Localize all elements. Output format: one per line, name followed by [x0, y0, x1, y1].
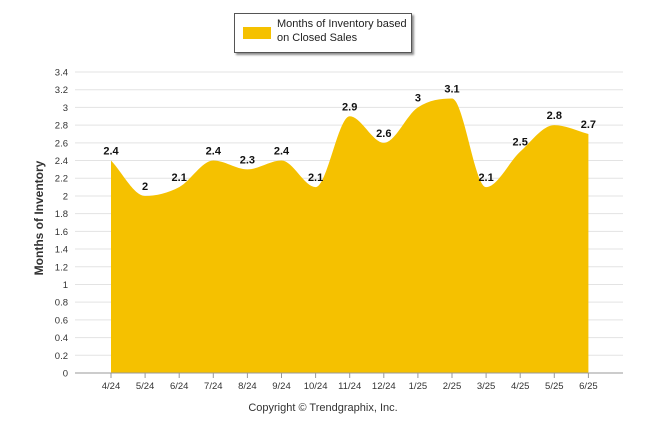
x-tick-label: 10/24 [304, 381, 328, 392]
legend-label: Months of Inventory based on Closed Sale… [277, 18, 407, 44]
y-tick-label: 0.4 [55, 333, 68, 344]
x-tick-label: 5/25 [545, 381, 564, 392]
data-label: 2.1 [478, 172, 493, 184]
x-tick-label: 9/24 [272, 381, 291, 392]
y-tick-label: 2.4 [55, 156, 68, 167]
legend-swatch [243, 27, 271, 39]
x-tick-label: 5/24 [136, 381, 155, 392]
data-label: 3.1 [444, 84, 459, 96]
series-area [111, 98, 589, 373]
y-tick-label: 1.2 [55, 262, 68, 273]
x-axis-ticks: 4/24 5/24 6/24 7/24 8/24 9/24 10/24 11/24 12/24 1… [102, 373, 598, 392]
y-tick-label: 1.6 [55, 227, 68, 238]
copyright-footer: Copyright © Trendgraphix, Inc. [248, 402, 398, 414]
y-tick-label: 2.6 [55, 138, 68, 149]
x-tick-label: 1/25 [409, 381, 428, 392]
y-tick-label: 2 [63, 191, 68, 202]
y-tick-label: 2.8 [55, 121, 68, 132]
x-tick-label: 6/24 [170, 381, 189, 392]
y-tick-label: 3.2 [55, 85, 68, 96]
data-label: 2.3 [240, 154, 255, 166]
data-label: 2.1 [308, 172, 323, 184]
data-label: 2.5 [513, 137, 528, 149]
data-label: 2 [142, 181, 148, 193]
x-tick-label: 11/24 [338, 381, 361, 392]
y-tick-label: 3 [63, 103, 68, 114]
y-tick-label: 0.6 [55, 315, 68, 326]
y-tick-label: 3.4 [55, 68, 68, 79]
y-tick-label: 0.2 [55, 351, 68, 362]
data-label: 2.1 [172, 172, 187, 184]
legend: Months of Inventory based on Closed Sale… [234, 13, 412, 53]
x-tick-label: 3/25 [477, 381, 496, 392]
data-labels: 2.4 2 2.1 2.4 2.3 2.4 2.1 2.9 2.6 3 3.1 2.1 2.5 2.8 2.… [103, 84, 596, 193]
x-tick-label: 4/25 [511, 381, 530, 392]
data-label: 2.4 [103, 146, 119, 158]
x-tick-label: 4/24 [102, 381, 121, 392]
y-axis-ticks: 0 0.2 0.4 0.6 0.8 1 1.2 1.4 1.6 1.8 2 2.2 2.4 2.6 2.8 3… [55, 68, 68, 380]
y-tick-label: 0.8 [55, 298, 68, 309]
y-tick-label: 1.4 [55, 245, 68, 256]
x-tick-label: 7/24 [204, 381, 223, 392]
y-tick-label: 1 [63, 280, 68, 291]
data-label: 2.4 [206, 146, 222, 158]
x-tick-label: 12/24 [372, 381, 396, 392]
data-label: 2.9 [342, 101, 357, 113]
y-axis-title: Months of Inventory [32, 160, 46, 276]
x-tick-label: 2/25 [443, 381, 462, 392]
x-tick-label: 6/25 [579, 381, 598, 392]
data-label: 2.6 [376, 128, 391, 140]
y-tick-label: 0 [63, 369, 68, 380]
data-label: 2.7 [581, 119, 596, 131]
data-label: 2.4 [274, 146, 290, 158]
data-label: 2.8 [547, 110, 562, 122]
data-label: 3 [415, 92, 421, 104]
y-tick-label: 2.2 [55, 174, 68, 185]
x-tick-label: 8/24 [238, 381, 257, 392]
y-tick-label: 1.8 [55, 209, 68, 220]
